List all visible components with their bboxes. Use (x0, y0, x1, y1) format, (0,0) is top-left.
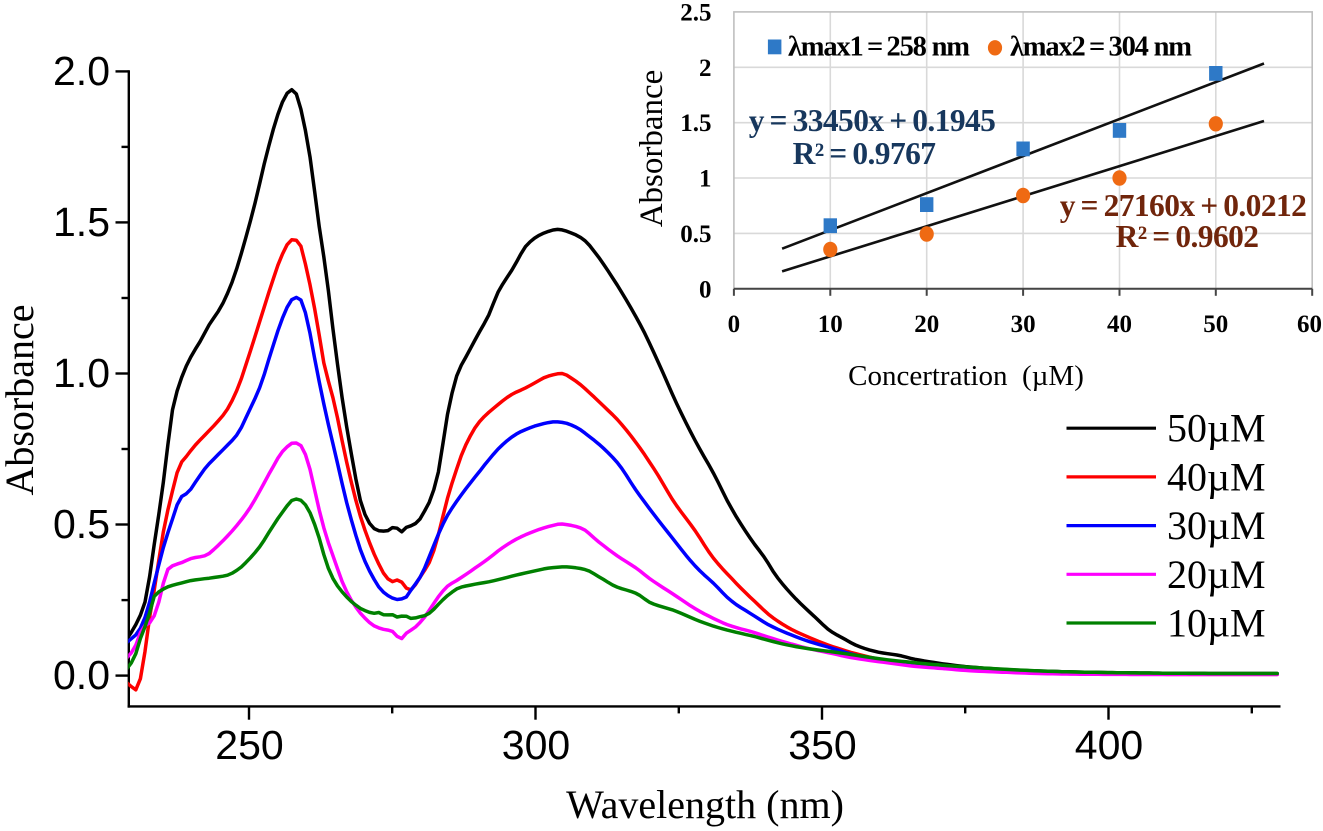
svg-text:20: 20 (914, 311, 939, 338)
svg-text:2.5: 2.5 (680, 0, 711, 26)
svg-text:40µM: 40µM (1167, 454, 1266, 499)
svg-text:0.5: 0.5 (680, 221, 711, 248)
svg-text:1.5: 1.5 (53, 199, 110, 245)
svg-text:30µM: 30µM (1167, 503, 1266, 548)
svg-text:0: 0 (728, 311, 741, 338)
svg-text:R² = 0.9602: R² = 0.9602 (1116, 219, 1259, 254)
svg-text:y = 27160x + 0.0212: y = 27160x + 0.0212 (1060, 188, 1307, 223)
svg-text:400: 400 (1075, 722, 1143, 768)
svg-text:50µM: 50µM (1167, 406, 1266, 451)
svg-text:30: 30 (1011, 311, 1036, 338)
svg-text:40: 40 (1107, 311, 1132, 338)
svg-text:250: 250 (215, 722, 283, 768)
svg-text:2.0: 2.0 (53, 48, 110, 94)
svg-text:1: 1 (699, 166, 712, 193)
svg-text:Absorbance: Absorbance (634, 70, 670, 228)
svg-text:20µM: 20µM (1167, 552, 1266, 597)
svg-text:350: 350 (788, 722, 856, 768)
svg-text:Absorbance: Absorbance (0, 304, 42, 495)
svg-text:R² = 0.9767: R² = 0.9767 (793, 136, 936, 171)
svg-text:1.5: 1.5 (680, 110, 711, 137)
svg-text:λmax1 = 258 nm: λmax1 = 258 nm (788, 32, 970, 63)
svg-text:0.0: 0.0 (53, 652, 110, 698)
svg-text:300: 300 (502, 722, 570, 768)
svg-text:Concertration (µM): Concertration (µM) (848, 360, 1084, 392)
svg-text:Wavelength (nm): Wavelength (nm) (566, 782, 844, 827)
svg-text:50: 50 (1203, 311, 1228, 338)
svg-text:0.5: 0.5 (53, 501, 110, 547)
svg-text:60: 60 (1297, 311, 1322, 338)
svg-text:λmax2 = 304 nm: λmax2 = 304 nm (1010, 32, 1192, 63)
svg-text:10: 10 (818, 311, 843, 338)
svg-text:10µM: 10µM (1167, 601, 1266, 646)
svg-text:y = 33450x + 0.1945: y = 33450x + 0.1945 (749, 103, 996, 138)
svg-text:2: 2 (699, 55, 712, 82)
svg-text:1.0: 1.0 (53, 350, 110, 396)
svg-text:0: 0 (699, 276, 712, 303)
